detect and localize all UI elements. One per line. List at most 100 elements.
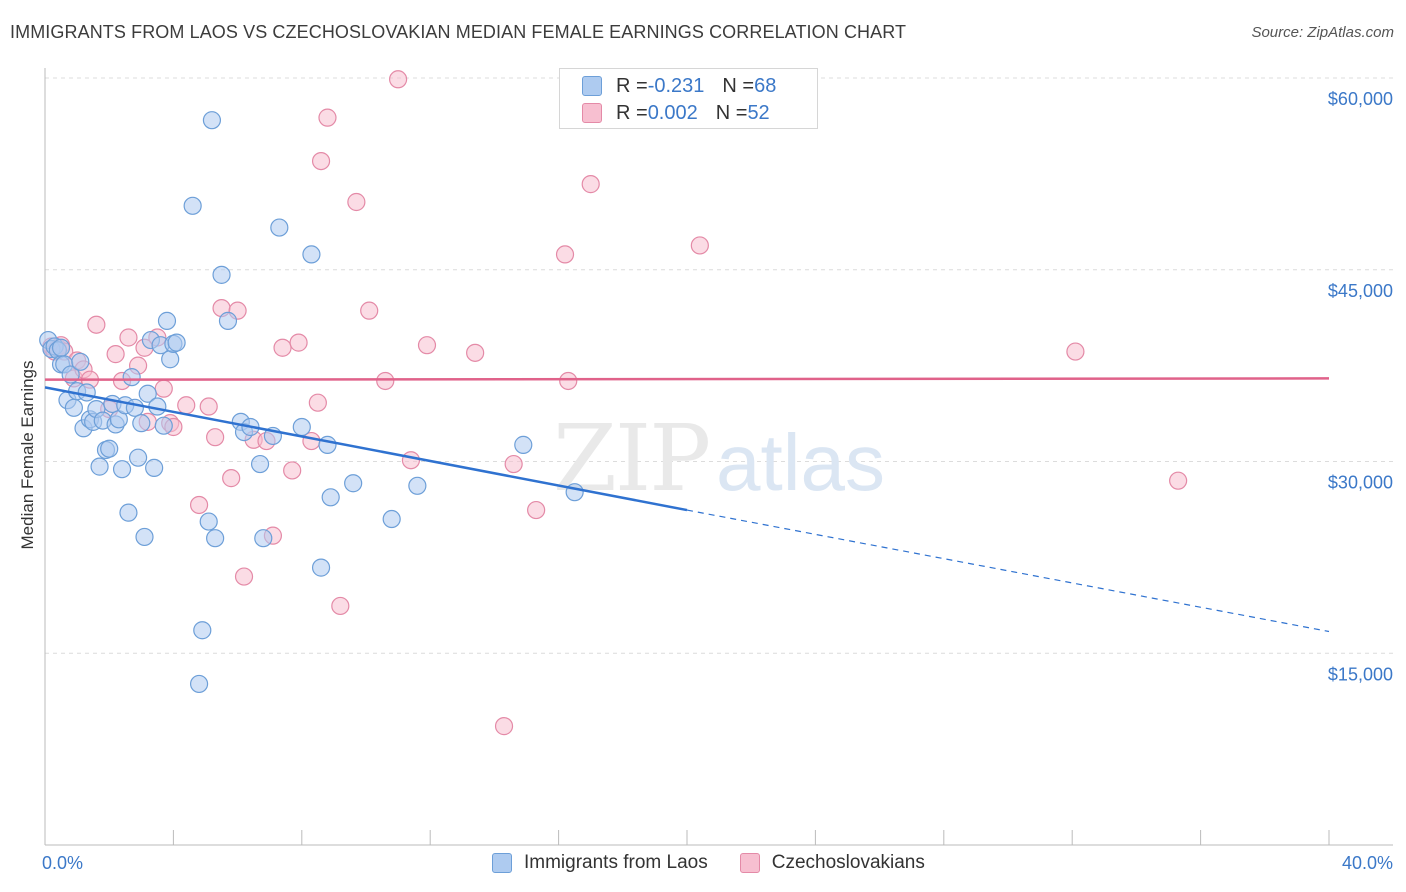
legend-r-label: R = [616, 74, 648, 97]
data-point [401, 451, 421, 470]
data-point [254, 529, 273, 548]
data-point [206, 529, 225, 548]
data-point [417, 336, 437, 355]
watermark-atlas: atlas [716, 418, 885, 507]
data-point [125, 398, 144, 417]
axes [44, 68, 1393, 846]
data-point [344, 474, 363, 493]
data-point [119, 503, 138, 522]
data-point [202, 111, 222, 130]
x-tick-label-left: 0.0% [42, 853, 83, 873]
legend-swatch-laos [582, 76, 602, 96]
data-point [154, 416, 173, 435]
data-point [154, 379, 173, 398]
grid-lines [45, 77, 1393, 654]
data-point [87, 315, 106, 334]
data-point [112, 460, 132, 479]
data-point [218, 311, 238, 330]
data-point [283, 461, 302, 480]
data-point [311, 151, 331, 171]
data-point [250, 454, 270, 474]
legend-label-czech: Czechoslovakians [771, 852, 925, 873]
data-point [321, 488, 340, 507]
legend-item-laos[interactable]: Immigrants from Laos [492, 852, 708, 874]
trend-line-laos-projection [686, 509, 1330, 633]
data-point [183, 196, 202, 215]
data-point [193, 621, 212, 640]
y-tick-label: $30,000 [1328, 473, 1393, 493]
data-point [64, 398, 83, 417]
data-point [527, 500, 546, 520]
data-point [270, 218, 289, 237]
data-point [466, 343, 485, 362]
legend-label-laos: Immigrants from Laos [524, 852, 708, 873]
data-point [119, 328, 138, 347]
data-point [177, 396, 196, 415]
data-point [212, 265, 231, 284]
legend-row-czech: R = 0.002 N = 52 [582, 101, 770, 125]
data-point [382, 509, 401, 529]
data-point [360, 301, 379, 320]
data-point [292, 417, 311, 437]
data-point [135, 527, 154, 547]
data-point [122, 368, 141, 387]
data-point [318, 435, 337, 454]
data-point [199, 397, 218, 416]
data-point [90, 457, 109, 476]
data-point [273, 338, 292, 357]
data-point [331, 596, 350, 616]
data-point [138, 384, 157, 403]
legend-n-label: N = [715, 101, 748, 124]
data-point [145, 458, 164, 477]
legend-item-czech[interactable]: Czechoslovakians [739, 852, 925, 874]
legend-r-value: 0.002 [647, 101, 698, 124]
data-point [206, 428, 225, 447]
data-point [199, 512, 218, 531]
y-tick-labels: $15,000 $30,000 $45,000 $60,000 [1328, 89, 1393, 684]
y-axis-label: Median Female Earnings [18, 361, 37, 550]
series-legend: Immigrants from Laos Czechoslovakians [492, 852, 957, 874]
data-point [376, 371, 395, 391]
data-point [189, 674, 209, 694]
data-point [690, 236, 709, 255]
czechoslovakians-points [42, 70, 1188, 736]
data-point [514, 435, 533, 454]
legend-swatch-czech [582, 103, 602, 123]
laos-points [39, 111, 584, 694]
legend-n-value: 52 [747, 101, 770, 124]
data-point [302, 245, 321, 264]
data-point [494, 717, 514, 736]
data-point [389, 70, 408, 89]
legend-row-laos: R = -0.231 N = 68 [582, 74, 776, 98]
data-point [77, 383, 96, 402]
correlation-legend: R = -0.231 N = 68 R = 0.002 N = 52 [559, 68, 818, 129]
data-point [128, 448, 148, 467]
data-point [157, 311, 177, 330]
legend-n-label: N = [722, 74, 755, 97]
data-point [1066, 342, 1085, 361]
y-tick-label: $15,000 [1328, 664, 1393, 684]
source-label: Source: ZipAtlas.com [1251, 24, 1394, 41]
legend-swatch-czech [739, 853, 760, 873]
data-point [222, 469, 241, 488]
data-point [132, 414, 151, 433]
trend-line-czech [44, 377, 1330, 381]
data-point [347, 192, 366, 212]
data-point [167, 333, 186, 352]
data-point [234, 567, 254, 586]
data-point [308, 393, 327, 412]
legend-r-value: -0.231 [647, 74, 705, 97]
watermark: ZIP atlas [553, 405, 885, 512]
data-point [100, 439, 119, 458]
data-point [51, 338, 71, 357]
legend-swatch-laos [492, 853, 512, 873]
data-point [318, 108, 337, 127]
legend-r-label: R = [616, 101, 648, 124]
legend-n-value: 68 [754, 74, 777, 97]
data-point [555, 245, 575, 264]
x-tick-label-right: 40.0% [1342, 853, 1393, 873]
data-point [581, 175, 600, 194]
data-point [559, 371, 578, 391]
data-point [71, 352, 90, 371]
